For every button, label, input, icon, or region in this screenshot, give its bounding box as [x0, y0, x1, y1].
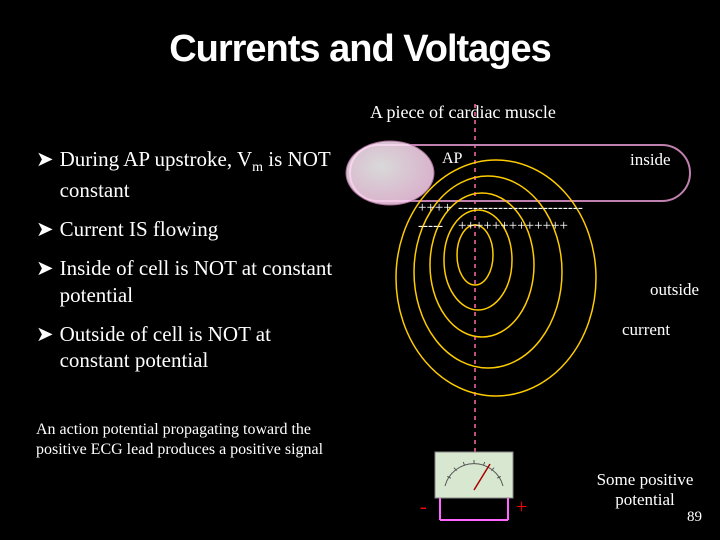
page-number: 89 [687, 509, 702, 526]
bullet-arrow-icon: ➤ [36, 216, 54, 243]
bullet-list: ➤During AP upstroke, Vm is NOT constant➤… [36, 146, 336, 386]
inside-label: inside [630, 150, 671, 170]
bullet-item: ➤Outside of cell is NOT at constant pote… [36, 321, 336, 375]
outside-label: outside [650, 280, 699, 300]
plus-row-bot: +++++++++++++ [458, 218, 568, 235]
bullet-arrow-icon: ➤ [36, 146, 54, 204]
minus-row-bot: ----- [418, 218, 443, 235]
bullet-text: Inside of cell is NOT at constant potent… [60, 255, 336, 309]
some-positive-label: Some positive potential [580, 470, 710, 511]
bullet-item: ➤Inside of cell is NOT at constant poten… [36, 255, 336, 309]
page-title: Currents and Voltages [0, 0, 720, 71]
diagram-area: AP inside outside current ++++ ---------… [340, 100, 720, 540]
electrode-plus: + [516, 496, 527, 519]
bullet-item: ➤Current IS flowing [36, 216, 336, 243]
bullet-text: Outside of cell is NOT at constant poten… [60, 321, 336, 375]
plus-row-top: ++++ [418, 200, 452, 217]
bullet-text: During AP upstroke, Vm is NOT constant [60, 146, 336, 204]
electrode-minus: - [420, 496, 427, 519]
ap-label: AP [442, 150, 462, 168]
dash-row-top: ------------------------- [458, 200, 583, 217]
bullet-item: ➤During AP upstroke, Vm is NOT constant [36, 146, 336, 204]
current-label: current [622, 320, 670, 340]
bullet-arrow-icon: ➤ [36, 321, 54, 375]
footnote: An action potential propagating toward t… [36, 420, 336, 460]
bullet-arrow-icon: ➤ [36, 255, 54, 309]
bullet-text: Current IS flowing [60, 216, 219, 243]
